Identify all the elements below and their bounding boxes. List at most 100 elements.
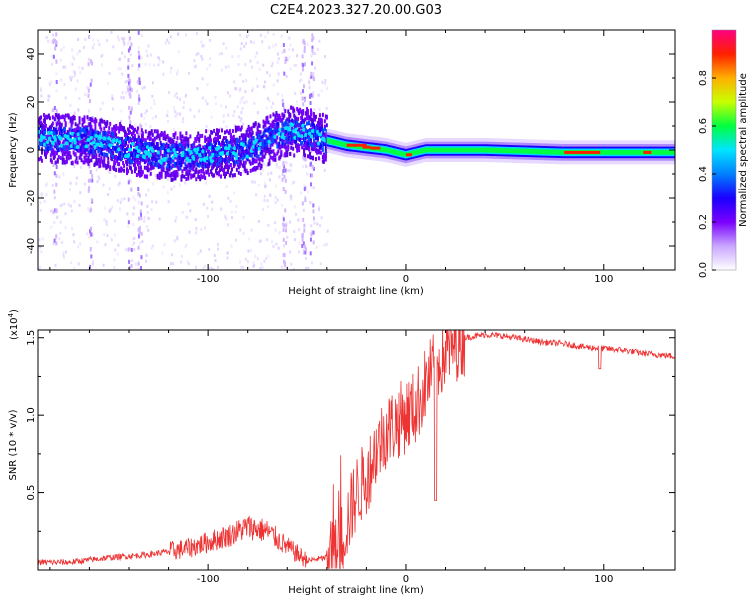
band-cell <box>247 133 250 138</box>
band-cell <box>153 136 156 141</box>
core-cell <box>113 134 116 139</box>
noise-cell <box>200 227 203 231</box>
noise-cell <box>105 219 108 223</box>
noise-cell <box>293 64 296 68</box>
noise-cell <box>47 39 50 43</box>
band-cell <box>315 150 318 155</box>
streak-cell <box>91 61 94 66</box>
noise-cell <box>206 102 209 106</box>
noise-cell <box>151 182 154 186</box>
noise-cell <box>225 46 228 50</box>
band-cell <box>141 170 144 175</box>
noise-cell <box>63 82 66 86</box>
peak-cell <box>38 138 43 143</box>
band-cell <box>269 155 272 160</box>
noise-cell <box>73 73 76 77</box>
band-cell <box>98 153 101 158</box>
band-cell <box>231 143 234 148</box>
core-cell <box>99 131 102 136</box>
band-cell <box>204 135 207 140</box>
noise-cell <box>197 52 200 56</box>
noise-cell <box>276 198 279 202</box>
band-cell <box>99 121 102 126</box>
noise-cell <box>184 181 187 185</box>
band-cell <box>70 123 73 128</box>
noise-cell <box>133 248 136 252</box>
noise-cell <box>287 169 290 173</box>
y-tick-label: 1.5 <box>26 330 37 346</box>
band-cell <box>265 119 268 124</box>
band-cell <box>139 142 142 147</box>
band-cell <box>87 161 90 166</box>
noise-cell <box>166 178 169 182</box>
band-cell <box>213 139 216 144</box>
band-cell <box>220 174 222 179</box>
core-cell <box>73 133 76 138</box>
band-cell <box>275 118 278 123</box>
noise-cell <box>277 72 280 76</box>
band-cell <box>150 129 153 134</box>
band-cell <box>246 171 249 176</box>
noise-cell <box>137 46 140 50</box>
peak-cell <box>223 146 228 151</box>
streak-cell <box>128 105 131 110</box>
band-cell <box>118 162 121 167</box>
core-cell <box>142 157 145 162</box>
band-cell <box>152 165 155 170</box>
noise-cell <box>200 54 203 58</box>
streak-cell <box>137 129 140 134</box>
noise-cell <box>239 47 242 51</box>
band-cell <box>250 127 253 132</box>
core-cell <box>162 143 165 148</box>
band-cell <box>173 135 176 140</box>
band-cell <box>301 115 304 120</box>
noise-cell <box>110 30 113 34</box>
band-cell <box>123 168 126 173</box>
core-cell <box>161 145 164 150</box>
streak-cell <box>87 93 90 98</box>
band-cell <box>209 135 212 140</box>
noise-cell <box>146 204 149 208</box>
band-cell <box>114 130 117 135</box>
peak-cell <box>317 132 322 137</box>
noise-cell <box>274 184 277 188</box>
band-cell <box>322 152 325 157</box>
noise-cell <box>207 129 210 133</box>
core-cell <box>169 157 172 162</box>
band-cell <box>118 168 121 173</box>
band-cell <box>292 146 295 151</box>
band-cell <box>166 167 169 172</box>
noise-cell <box>179 183 182 187</box>
noise-cell <box>130 105 133 109</box>
band-cell <box>210 169 213 174</box>
noise-cell <box>250 40 253 44</box>
noise-cell <box>255 193 258 197</box>
band-cell <box>121 136 124 141</box>
noise-cell <box>203 43 206 47</box>
core-cell <box>125 137 128 142</box>
streak-cell <box>285 223 288 228</box>
band-cell <box>298 111 301 116</box>
core-cell <box>132 152 135 157</box>
streak-cell <box>303 40 306 45</box>
noise-cell <box>189 108 192 112</box>
band-cell <box>283 113 286 118</box>
noise-cell <box>292 268 295 270</box>
noise-cell <box>255 51 258 55</box>
noise-cell <box>201 57 204 61</box>
band-cell <box>136 126 139 131</box>
colorbar-tick-label: 0.2 <box>698 214 709 230</box>
core-cell <box>320 140 323 145</box>
noise-cell <box>134 262 137 266</box>
band-cell <box>290 145 293 150</box>
band-cell <box>172 158 175 163</box>
noise-cell <box>239 33 242 37</box>
noise-cell <box>214 95 217 99</box>
band-cell <box>87 155 90 160</box>
band-cell <box>115 168 118 173</box>
band-cell <box>115 123 118 128</box>
streak-cell <box>311 45 314 50</box>
band-cell <box>198 136 201 141</box>
noise-cell <box>218 175 221 179</box>
noise-cell <box>120 197 123 201</box>
